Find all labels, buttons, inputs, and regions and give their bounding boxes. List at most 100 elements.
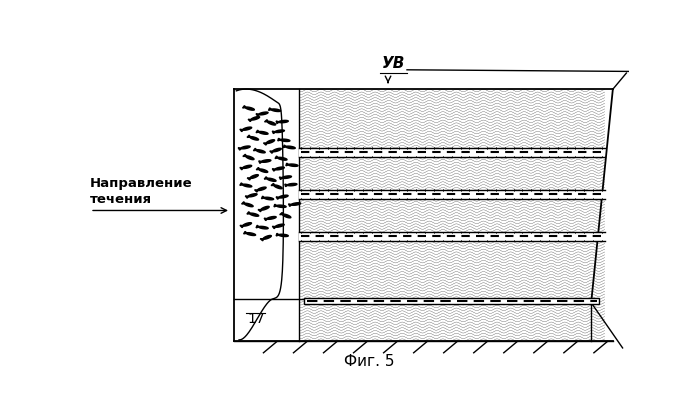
Polygon shape (271, 109, 280, 112)
Polygon shape (273, 131, 275, 134)
Polygon shape (243, 154, 247, 156)
Polygon shape (256, 130, 259, 133)
Polygon shape (261, 206, 269, 210)
Polygon shape (254, 148, 257, 151)
Bar (298, 232, 605, 241)
Polygon shape (280, 213, 283, 215)
Polygon shape (264, 197, 273, 200)
Polygon shape (270, 151, 273, 153)
Polygon shape (289, 204, 292, 206)
Polygon shape (251, 117, 259, 120)
Polygon shape (276, 197, 280, 199)
Polygon shape (286, 146, 295, 149)
Text: Фиг. 5: Фиг. 5 (344, 354, 394, 369)
Polygon shape (250, 175, 259, 178)
Polygon shape (289, 164, 298, 166)
Polygon shape (257, 187, 266, 191)
Polygon shape (243, 184, 252, 187)
Polygon shape (256, 114, 259, 116)
Polygon shape (247, 135, 251, 137)
Polygon shape (268, 108, 272, 110)
Polygon shape (277, 205, 286, 207)
Polygon shape (264, 177, 268, 179)
Polygon shape (275, 224, 284, 227)
Polygon shape (275, 130, 284, 133)
Polygon shape (275, 156, 278, 158)
Polygon shape (274, 204, 278, 207)
Polygon shape (267, 178, 276, 181)
Polygon shape (291, 203, 301, 205)
Polygon shape (279, 121, 288, 123)
Polygon shape (243, 106, 246, 108)
Polygon shape (243, 127, 252, 130)
Polygon shape (257, 150, 265, 153)
Polygon shape (243, 165, 252, 168)
Polygon shape (278, 138, 281, 141)
Polygon shape (250, 213, 259, 216)
Bar (298, 190, 605, 199)
Polygon shape (278, 158, 287, 160)
Polygon shape (271, 184, 275, 186)
Polygon shape (279, 234, 288, 236)
Polygon shape (247, 178, 251, 180)
Polygon shape (273, 148, 281, 152)
Polygon shape (268, 121, 275, 125)
Polygon shape (240, 129, 243, 131)
Polygon shape (263, 236, 271, 239)
Polygon shape (240, 226, 243, 228)
Polygon shape (259, 169, 268, 173)
Polygon shape (258, 210, 261, 212)
Polygon shape (248, 119, 252, 121)
Polygon shape (279, 195, 288, 198)
Text: Направление
течения: Направление течения (90, 176, 193, 205)
Polygon shape (283, 145, 287, 147)
Polygon shape (246, 233, 256, 236)
Polygon shape (247, 212, 250, 214)
Polygon shape (259, 161, 262, 163)
Polygon shape (257, 168, 260, 170)
Polygon shape (266, 140, 275, 144)
Polygon shape (241, 146, 250, 149)
Polygon shape (246, 156, 254, 160)
Polygon shape (243, 223, 252, 226)
Bar (298, 148, 605, 157)
Polygon shape (254, 190, 258, 192)
Polygon shape (261, 160, 271, 162)
Polygon shape (259, 112, 268, 115)
Polygon shape (243, 231, 247, 234)
Polygon shape (261, 196, 265, 199)
Polygon shape (264, 218, 268, 221)
Polygon shape (240, 183, 243, 185)
Polygon shape (256, 225, 259, 228)
Polygon shape (242, 202, 245, 204)
Polygon shape (275, 167, 284, 170)
Polygon shape (276, 234, 280, 236)
Polygon shape (259, 226, 268, 229)
Polygon shape (273, 226, 276, 228)
Polygon shape (284, 184, 288, 186)
Polygon shape (287, 184, 297, 186)
Polygon shape (282, 214, 291, 218)
Polygon shape (245, 203, 253, 207)
Text: 17: 17 (247, 312, 265, 326)
Polygon shape (280, 139, 290, 142)
Polygon shape (286, 163, 289, 166)
Bar (304, 298, 599, 304)
Polygon shape (280, 177, 282, 179)
Polygon shape (264, 120, 268, 122)
Polygon shape (274, 185, 282, 189)
Polygon shape (238, 148, 242, 150)
Polygon shape (240, 168, 243, 170)
Polygon shape (245, 196, 249, 198)
Polygon shape (276, 121, 280, 123)
Polygon shape (248, 194, 257, 197)
Polygon shape (273, 169, 276, 171)
Polygon shape (245, 107, 254, 110)
Polygon shape (267, 216, 276, 219)
Polygon shape (282, 176, 291, 178)
Polygon shape (260, 239, 264, 241)
Bar (233, 89, 298, 341)
Polygon shape (264, 143, 267, 145)
Polygon shape (250, 136, 259, 140)
Polygon shape (259, 131, 268, 134)
